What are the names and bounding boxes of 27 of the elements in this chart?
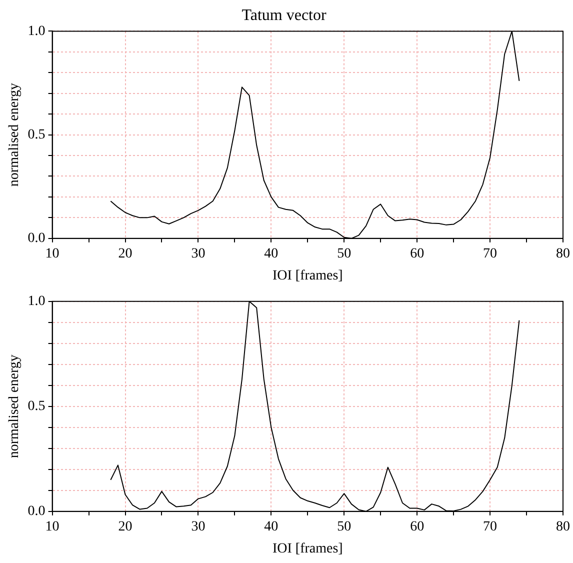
x-axis-title: IOI [frames] <box>272 541 343 556</box>
y-tick-label: 0.5 <box>28 399 46 414</box>
y-axis-title: normalised energy <box>7 83 22 187</box>
x-tick-label: 50 <box>337 519 352 534</box>
y-axis-title: normalised energy <box>7 354 22 458</box>
x-tick-label: 80 <box>556 519 570 534</box>
x-tick-label: 20 <box>118 519 132 534</box>
x-tick-label: 60 <box>410 519 424 534</box>
x-axis-title: IOI [frames] <box>272 268 343 284</box>
x-tick-label: 70 <box>483 519 498 534</box>
x-tick-label: 80 <box>556 246 570 262</box>
y-tick-label: 1.0 <box>28 294 46 310</box>
x-tick-label: 30 <box>191 519 206 534</box>
x-tick-label: 40 <box>264 246 278 262</box>
y-tick-label: 0.0 <box>28 231 46 246</box>
x-tick-label: 60 <box>410 246 424 262</box>
x-tick-label: 70 <box>483 246 498 262</box>
chart-title: Tatum vector <box>242 6 327 24</box>
x-tick-label: 40 <box>264 519 278 534</box>
x-tick-label: 10 <box>45 519 60 534</box>
x-tick-label: 30 <box>191 246 206 262</box>
x-tick-label: 20 <box>118 246 132 262</box>
y-tick-label: 0.5 <box>28 127 46 142</box>
y-tick-label: 0.0 <box>28 504 46 520</box>
x-tick-label: 50 <box>337 246 352 262</box>
y-tick-label: 1.0 <box>28 24 46 39</box>
x-tick-label: 10 <box>45 246 60 262</box>
